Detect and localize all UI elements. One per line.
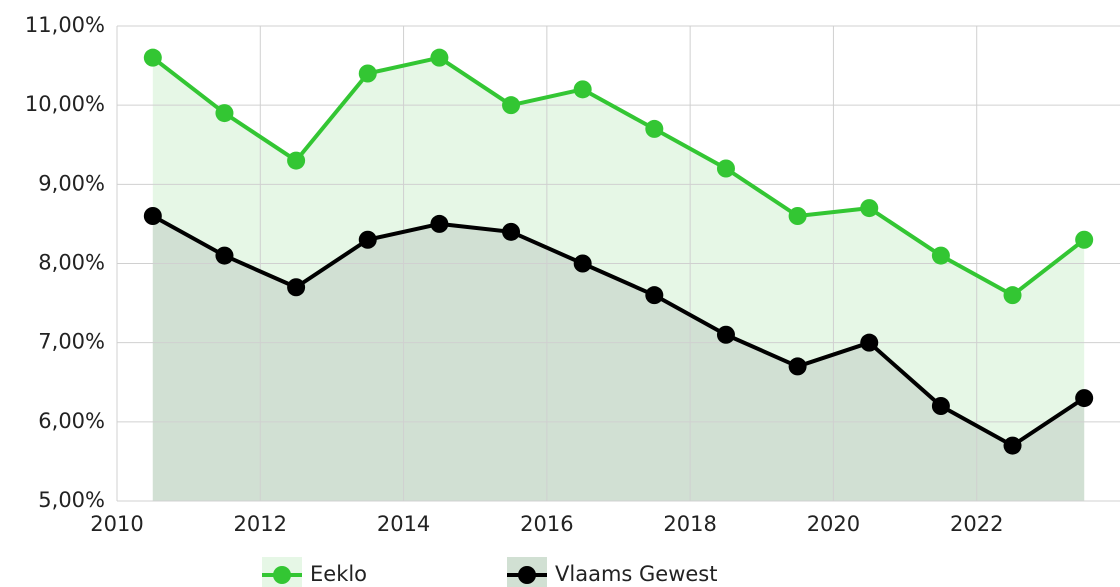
area	[152, 216, 1085, 501]
y-tick-label: 11,00%	[25, 13, 105, 37]
point	[1003, 286, 1022, 305]
x-tick-label: 2012	[234, 512, 287, 536]
point	[573, 254, 592, 273]
point	[860, 333, 879, 352]
point	[143, 48, 162, 67]
y-tick-label: 10,00%	[25, 92, 105, 116]
point	[931, 246, 950, 265]
point	[716, 159, 735, 178]
line	[151, 214, 1086, 448]
x-tick-label: 2014	[377, 512, 430, 536]
x-tick-label: 2010	[90, 512, 143, 536]
point	[287, 278, 306, 297]
point	[1075, 389, 1094, 408]
point	[931, 397, 950, 415]
legend-marker	[518, 566, 536, 584]
point	[430, 48, 449, 67]
point	[215, 104, 234, 123]
y-tick-label: 9,00%	[38, 171, 105, 195]
y-tick-label: 6,00%	[38, 409, 105, 433]
y-tick-label: 5,00%	[38, 488, 105, 512]
point	[1003, 436, 1022, 455]
point	[573, 80, 592, 99]
x-tick-label: 2022	[950, 512, 1003, 536]
legend-label: Eeklo	[310, 562, 367, 586]
point	[645, 286, 664, 305]
x-tick-label: 2016	[520, 512, 573, 536]
point	[358, 230, 377, 249]
point	[788, 207, 807, 225]
point	[143, 207, 162, 225]
point	[287, 151, 306, 170]
point	[215, 246, 234, 265]
point	[502, 222, 521, 241]
line	[151, 55, 1086, 298]
legend-label: Vlaams Gewest	[555, 562, 717, 586]
point	[860, 199, 879, 218]
point	[1075, 230, 1094, 249]
x-tick-label: 2018	[663, 512, 716, 536]
point	[502, 96, 521, 115]
point	[788, 357, 807, 376]
point	[716, 325, 735, 344]
y-tick-label: 7,00%	[38, 330, 105, 354]
point	[430, 214, 449, 233]
legend-marker	[273, 566, 291, 584]
point	[645, 119, 664, 138]
y-tick-label: 8,00%	[38, 251, 105, 275]
x-tick-label: 2020	[807, 512, 860, 536]
point	[358, 64, 377, 83]
